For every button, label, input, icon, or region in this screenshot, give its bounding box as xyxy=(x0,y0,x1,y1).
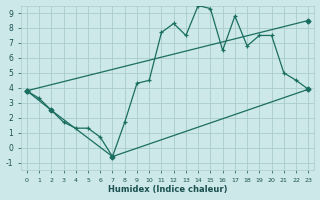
X-axis label: Humidex (Indice chaleur): Humidex (Indice chaleur) xyxy=(108,185,227,194)
